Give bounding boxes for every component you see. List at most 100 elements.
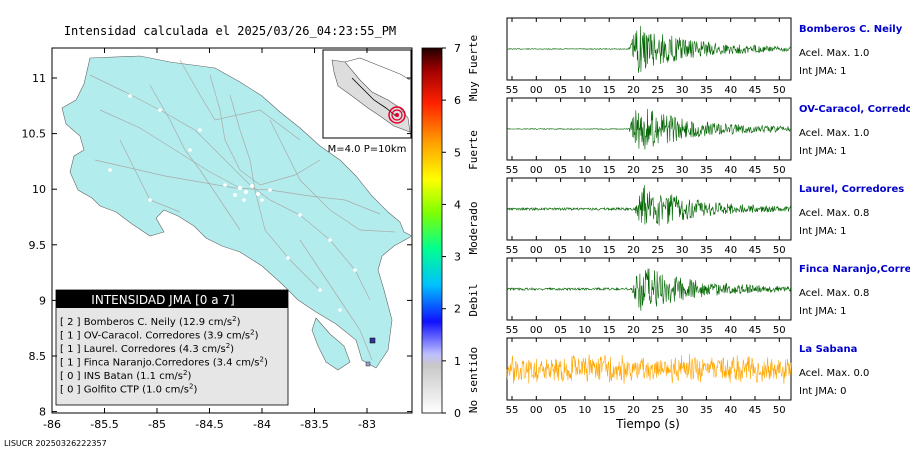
legend-item: [ 1 ] Finca Naranjo.Corredores (3.4 cm/s… — [60, 356, 268, 369]
time-tick-label: 30 — [676, 405, 689, 416]
time-tick-label: 50 — [773, 405, 786, 416]
time-tick-label: 30 — [676, 165, 689, 176]
colorbar-label: Muy Fuerte — [467, 35, 480, 101]
panel-frame — [506, 257, 792, 321]
road-network — [89, 59, 396, 361]
waveform-line — [506, 108, 792, 150]
waveform-line — [506, 268, 792, 311]
station-jma: Int JMA: 1 — [799, 146, 847, 157]
time-tick-label: 35 — [700, 165, 713, 176]
colorbar-ticks: 0 1 2 3 4 5 6 7 — [442, 42, 461, 420]
time-tick-label: 55 — [506, 165, 519, 176]
time-tick-label: 45 — [749, 325, 762, 336]
station-name: Finca Naranjo,Corredores — [799, 264, 910, 275]
y-tick-label: 8 — [39, 406, 46, 419]
time-tick-label: 50 — [773, 245, 786, 256]
time-tick-label: 00 — [530, 325, 543, 336]
time-tick-label: 40 — [724, 325, 737, 336]
seismogram-panel: 55 00 05 10 15 20 25 30 35 40 45 50 Finca Naranjo,Co… — [506, 257, 910, 336]
x-tick-label: -83.5 — [300, 418, 328, 431]
time-tick-label: 35 — [700, 405, 713, 416]
time-tick-label: 10 — [579, 245, 592, 256]
time-tick-label: 00 — [530, 165, 543, 176]
inset-map — [322, 49, 412, 139]
legend-title: INTENSIDAD JMA [0 a 7] — [91, 293, 234, 307]
x-tick-label: -86 — [43, 418, 61, 431]
time-tick-label: 35 — [700, 245, 713, 256]
x-tick-label: -84 — [253, 418, 271, 431]
time-tick-label: 10 — [579, 325, 592, 336]
colorbar-tick-label: 3 — [454, 251, 461, 264]
time-tick-label: 35 — [700, 325, 713, 336]
time-tick-label: 50 — [773, 165, 786, 176]
time-tick-label: 15 — [603, 165, 616, 176]
station-jma: Int JMA: 1 — [799, 226, 847, 237]
time-tick-label: 30 — [676, 245, 689, 256]
colorbar-tick-label: 7 — [454, 42, 461, 55]
intensity-colorbar — [421, 47, 443, 414]
epicenter-marker — [388, 106, 406, 124]
time-tick-label: 05 — [554, 85, 567, 96]
station-name: Laurel, Corredores — [799, 184, 904, 195]
map-x-axis: -86 -85.5 -85 -84.5 -84 -83.5 -83 — [43, 48, 376, 431]
time-tick-label: 00 — [530, 405, 543, 416]
station-accel: Acel. Max. 0.8 — [799, 208, 869, 219]
legend-item: [ 2 ] Bomberos C. Neily (12.9 cm/s2) — [60, 315, 241, 328]
colorbar-tick-label: 0 — [454, 407, 461, 420]
station-accel: Acel. Max. 1.0 — [799, 128, 869, 139]
station-name: OV-Caracol, Corredores — [799, 104, 910, 115]
inset-label: M=4.0 P=10km — [328, 144, 407, 155]
waveform-line — [506, 185, 792, 226]
y-tick-label: 11 — [32, 72, 46, 85]
colorbar-tick-label: 4 — [454, 198, 461, 211]
time-tick-label: 35 — [700, 85, 713, 96]
time-axis-label: Tiempo (s) — [615, 417, 680, 431]
station-accel: Acel. Max. 1.0 — [799, 48, 869, 59]
time-tick-label: 40 — [724, 165, 737, 176]
time-tick-label: 20 — [627, 325, 640, 336]
waveform-line — [506, 353, 792, 384]
time-tick-label: 20 — [627, 245, 640, 256]
time-tick-label: 55 — [506, 405, 519, 416]
time-tick-label: 15 — [603, 325, 616, 336]
waveform-line — [506, 25, 792, 73]
colorbar-tick-label: 2 — [454, 303, 461, 316]
legend-item: [ 0 ] INS Batan (1.1 cm/s2) — [60, 369, 191, 382]
seismogram-panel: 55 00 05 10 15 20 25 30 35 40 45 50 OV-Caracol, Corr… — [506, 97, 910, 176]
seismogram-panel: 55 00 05 10 15 20 25 30 35 40 45 50 Laurel, Corredor… — [506, 177, 904, 256]
time-tick-label: 00 — [530, 245, 543, 256]
y-tick-label: 10.5 — [22, 128, 47, 141]
panel-frame — [506, 177, 792, 241]
footer-id: LISUCR 20250326222357 — [4, 439, 107, 448]
station-accel: Acel. Max. 0.8 — [799, 288, 869, 299]
time-tick-label: 25 — [651, 165, 664, 176]
seismogram-panel: 55 00 05 10 15 20 25 30 35 40 45 50 La Sabana Acel. M… — [506, 337, 869, 416]
time-tick-label: 45 — [749, 405, 762, 416]
time-tick-label: 25 — [651, 245, 664, 256]
time-tick-label: 05 — [554, 245, 567, 256]
time-tick-label: 10 — [579, 405, 592, 416]
x-tick-label: -84.5 — [195, 418, 223, 431]
station-marker — [365, 361, 371, 367]
time-tick-label: 55 — [506, 325, 519, 336]
time-tick-label: 20 — [627, 165, 640, 176]
time-tick-label: 05 — [554, 165, 567, 176]
time-tick-label: 20 — [627, 85, 640, 96]
colorbar-tick-label: 5 — [454, 146, 461, 159]
time-tick-label: 40 — [724, 85, 737, 96]
station-jma: Int JMA: 1 — [799, 66, 847, 77]
time-tick-label: 45 — [749, 165, 762, 176]
time-tick-label: 25 — [651, 85, 664, 96]
station-jma: Int JMA: 0 — [799, 386, 847, 397]
y-tick-label: 8.5 — [29, 350, 47, 363]
time-tick-label: 40 — [724, 245, 737, 256]
station-jma: Int JMA: 1 — [799, 306, 847, 317]
legend-item: [ 1 ] Laurel. Corredores (4.3 cm/s2) — [60, 342, 234, 355]
time-tick-label: 15 — [603, 245, 616, 256]
colorbar-label: Moderado — [467, 202, 480, 255]
colorbar-tick-label: 6 — [454, 94, 461, 107]
colorbar-label: Debil — [467, 283, 480, 316]
time-tick-label: 45 — [749, 85, 762, 96]
time-tick-label: 50 — [773, 325, 786, 336]
